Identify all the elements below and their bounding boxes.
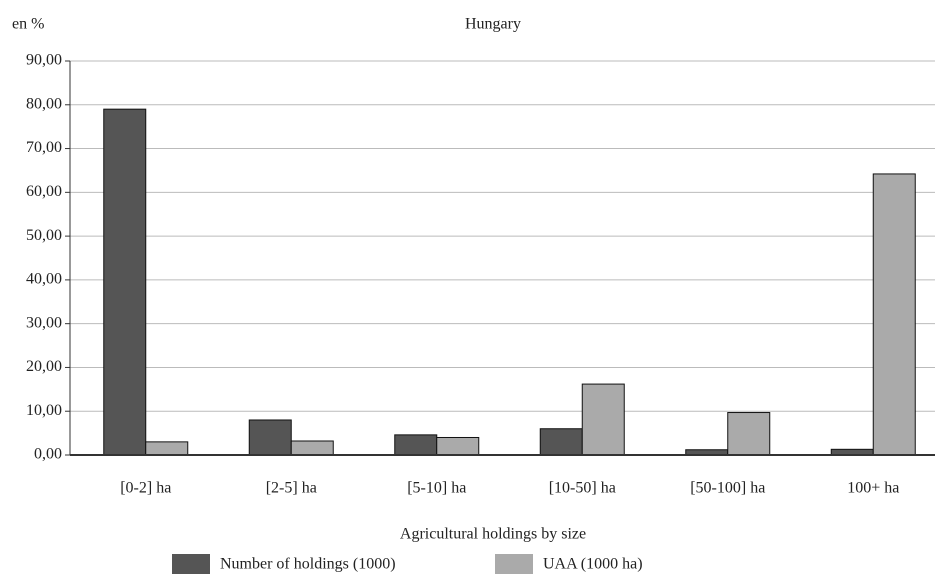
y-tick-label: 50,00 [26,227,62,244]
x-tick-label: 100+ ha [847,480,899,497]
y-tick-label: 90,00 [26,52,62,69]
y-tick-label: 80,00 [26,95,62,112]
y-tick-label: 40,00 [26,271,62,288]
bar [394,434,438,456]
bar [539,428,583,456]
y-axis-label: en % [12,16,44,33]
y-tick-label: 20,00 [26,358,62,375]
y-tick-label: 70,00 [26,139,62,156]
bar [103,108,147,456]
bar [145,441,189,456]
x-tick-label: [10-50] ha [549,480,616,497]
legend-label: UAA (1000 ha) [543,556,643,573]
bar [436,436,480,456]
y-tick-label: 10,00 [26,402,62,419]
x-tick-label: [50-100] ha [690,480,765,497]
chart-title: Hungary [465,16,521,33]
bar [727,412,771,456]
x-axis-label: Agricultural holdings by size [400,526,586,543]
x-tick-label: [5-10] ha [407,480,466,497]
x-tick-label: [0-2] ha [120,480,171,497]
bar [581,383,625,456]
bar [290,440,334,456]
y-tick-label: 60,00 [26,183,62,200]
y-tick-label: 0,00 [34,446,62,463]
legend-label: Number of holdings (1000) [220,556,396,573]
legend-swatch [172,554,210,574]
x-tick-label: [2-5] ha [266,480,317,497]
y-tick-label: 30,00 [26,314,62,331]
legend-swatch [495,554,533,574]
bar [248,419,292,456]
bar [872,173,916,456]
